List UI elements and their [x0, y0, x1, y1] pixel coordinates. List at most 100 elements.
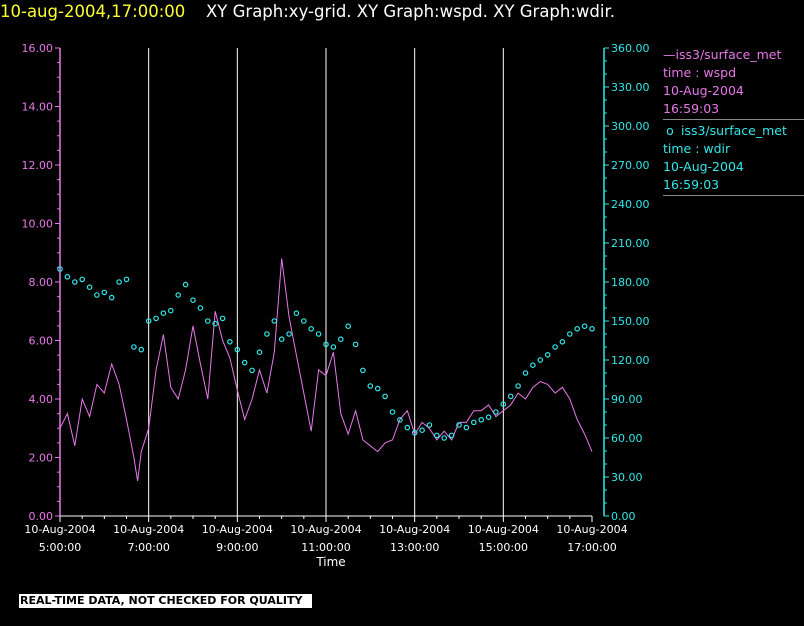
wdir-point: [108, 294, 115, 301]
wdir-point: [300, 318, 307, 324]
series: [57, 258, 595, 481]
legend: —iss3/surface_met time : wspd 10-Aug-200…: [663, 46, 804, 198]
right-tick-label: 330.00: [611, 81, 650, 94]
wdir-point: [227, 338, 233, 345]
wdir-point: [485, 414, 492, 421]
wdir-point: [57, 266, 63, 272]
wdir-point: [352, 341, 359, 348]
wdir-point: [581, 323, 588, 330]
wdir-point: [463, 424, 470, 431]
wdir-point: [574, 325, 581, 332]
wdir-point: [64, 273, 71, 280]
wspd-series-line: [59, 258, 593, 481]
wdir-point: [589, 325, 595, 332]
wdir-point: [131, 344, 137, 350]
legend-source: iss3/surface_met: [675, 47, 782, 62]
left-axis-ticks: 0.00 2.00 4.00 6.00 8.00 10.00 12.00 14.00 16.00: [22, 42, 60, 523]
right-tick-label: 0.00: [611, 510, 636, 523]
left-tick-label: 8.00: [29, 276, 54, 289]
legend-variable: time : wdir: [663, 141, 731, 156]
x-tick-time: 7:00:00: [127, 541, 169, 554]
wdir-point: [389, 409, 396, 415]
wdir-point: [404, 424, 411, 431]
left-tick-label: 4.00: [29, 393, 54, 406]
wdir-point: [552, 344, 558, 350]
right-tick-label: 30.00: [611, 471, 643, 484]
right-tick-label: 180.00: [611, 276, 650, 289]
wdir-point: [123, 276, 130, 283]
wdir-point: [278, 336, 285, 343]
wdir-point: [116, 279, 122, 285]
wdir-point: [448, 432, 455, 439]
right-axis-ticks: 0.00 30.00 60.00 90.00 120.00 150.00 180.00 210…: [604, 42, 650, 523]
legend-date: 10-Aug-2004: [663, 83, 744, 98]
x-tick-date: 10-Aug-2004: [379, 523, 450, 536]
right-tick-label: 270.00: [611, 159, 650, 172]
wdir-point: [86, 284, 93, 291]
right-tick-label: 120.00: [611, 354, 650, 367]
vertical-grid: [148, 48, 504, 516]
right-tick-label: 150.00: [611, 315, 650, 328]
x-tick-date: 10-Aug-2004: [468, 523, 539, 536]
left-tick-label: 0.00: [29, 510, 54, 523]
wdir-point: [500, 401, 507, 408]
x-tick-date: 10-Aug-2004: [556, 523, 627, 536]
legend-entry-wdir: o iss3/surface_met time : wdir 10-Aug-20…: [663, 122, 804, 194]
x-tick-date: 10-Aug-2004: [24, 523, 95, 536]
left-tick-label: 16.00: [22, 42, 54, 55]
wdir-point: [530, 362, 536, 369]
wdir-point: [323, 341, 329, 348]
legend-date: 10-Aug-2004: [663, 159, 744, 174]
x-tick-time: 11:00:00: [301, 541, 350, 554]
x-tick-date: 10-Aug-2004: [290, 523, 361, 536]
wdir-point: [308, 325, 315, 332]
right-tick-label: 240.00: [611, 198, 650, 211]
x-axis-ticks: 10-Aug-2004 5:00:00 10-Aug-2004 7:00:00 10-A…: [24, 516, 628, 554]
legend-separator: [663, 119, 804, 120]
wdir-point: [293, 310, 300, 317]
wdir-point: [94, 292, 100, 298]
wdir-point: [145, 318, 152, 324]
title-bar: 10-aug-2004,17:00:00 XY Graph:xy-grid. X…: [0, 0, 804, 26]
wdir-point: [205, 318, 211, 324]
wdir-point: [160, 310, 167, 317]
wdir-point: [360, 367, 366, 374]
legend-source: iss3/surface_met: [680, 123, 787, 138]
wdir-point: [219, 315, 226, 322]
legend-time: 16:59:03: [663, 101, 720, 116]
wdir-point: [256, 349, 263, 356]
legend-entry-wspd: —iss3/surface_met time : wspd 10-Aug-200…: [663, 46, 804, 118]
left-tick-label: 14.00: [22, 101, 54, 114]
title-timestamp: 10-aug-2004,17:00:00: [0, 2, 186, 21]
axes: [59, 48, 605, 517]
legend-circle-symbol: o: [666, 123, 674, 138]
wdir-point: [212, 320, 219, 327]
x-tick-time: 15:00:00: [479, 541, 528, 554]
x-axis-label: Time: [315, 555, 345, 569]
wdir-point: [419, 427, 425, 434]
x-tick-time: 9:00:00: [216, 541, 258, 554]
x-tick-date: 10-Aug-2004: [113, 523, 184, 536]
right-tick-label: 300.00: [611, 120, 650, 133]
wdir-point: [79, 276, 86, 283]
wdir-point: [190, 297, 196, 304]
wdir-point: [522, 370, 529, 376]
wdir-point: [337, 336, 344, 343]
wdir-point: [478, 416, 485, 423]
wdir-point: [397, 416, 403, 423]
wdir-point: [315, 331, 322, 337]
x-tick-time: 5:00:00: [39, 541, 81, 554]
left-tick-label: 6.00: [29, 335, 54, 348]
legend-line-symbol: —: [663, 47, 676, 62]
x-tick-time: 17:00:00: [567, 541, 616, 554]
legend-time: 16:59:03: [663, 177, 720, 192]
wdir-point: [515, 383, 521, 389]
x-tick-date: 10-Aug-2004: [202, 523, 273, 536]
wdir-point: [367, 383, 374, 389]
right-tick-label: 360.00: [611, 42, 650, 55]
left-tick-label: 12.00: [22, 159, 54, 172]
wdir-point: [374, 385, 381, 392]
wdir-point: [441, 435, 448, 441]
wdir-point: [470, 419, 477, 426]
quality-warning-banner: REAL-TIME DATA, NOT CHECKED FOR QUALITY: [19, 594, 312, 608]
